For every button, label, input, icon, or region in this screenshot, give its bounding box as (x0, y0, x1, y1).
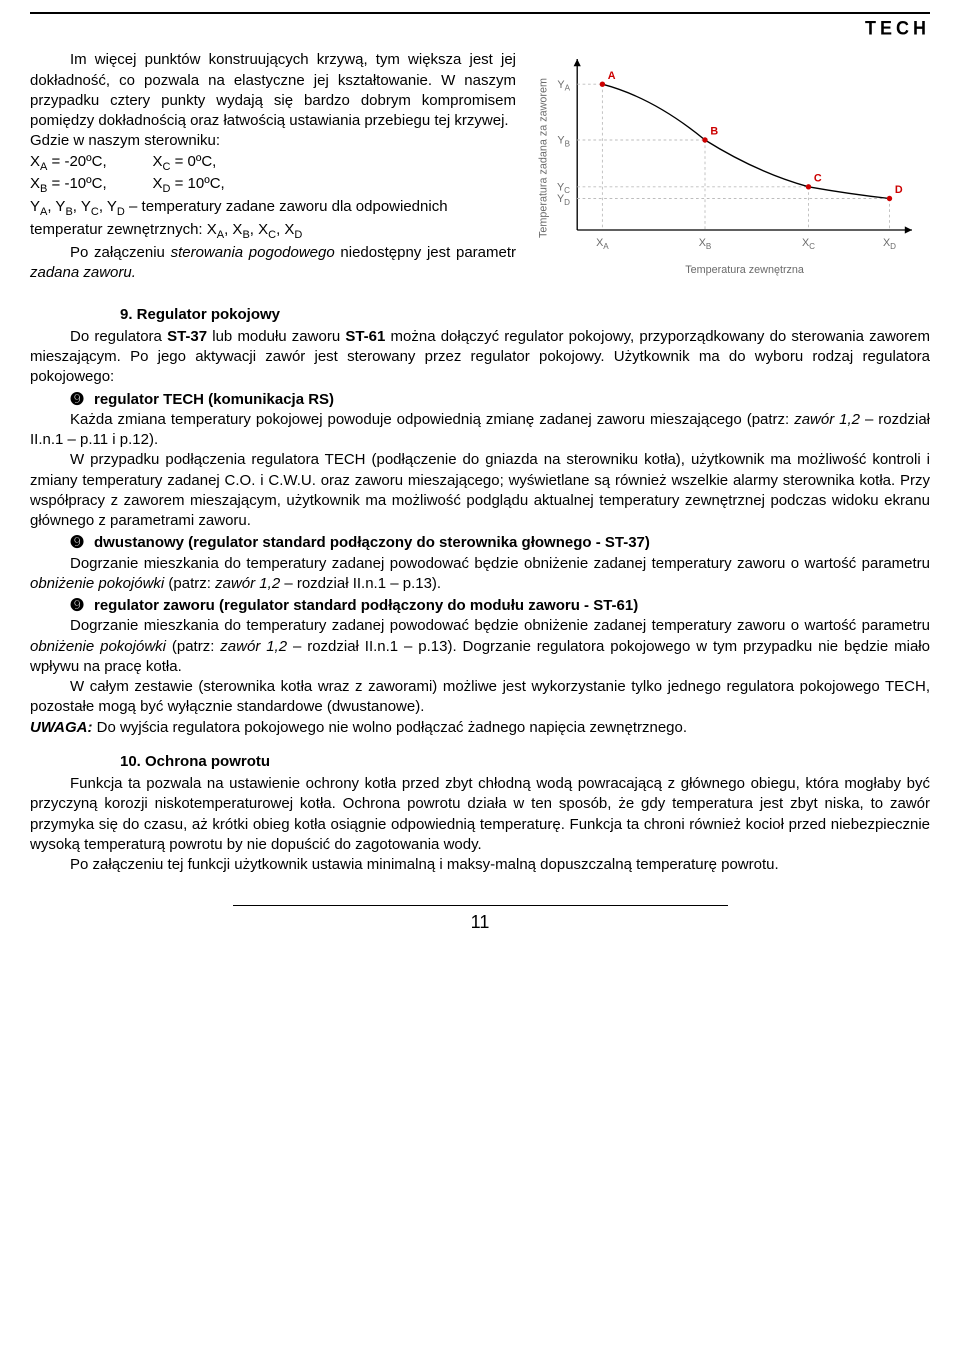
intro-p1: Im więcej punktów konstruujących krzywą,… (30, 50, 516, 131)
svg-text:B: B (710, 126, 718, 138)
bullet-icon: ➒ (68, 596, 86, 616)
bullet-icon: ➒ (68, 390, 86, 410)
intro-text-column: Im więcej punktów konstruujących krzywą,… (30, 50, 516, 283)
section-10-title: 10. Ochrona powrotu (30, 752, 930, 772)
intro-p3: Po załączeniu sterowania pogodowego nied… (30, 243, 516, 284)
vars-line-2: XB = -10ºC, XD = 10ºC, (30, 174, 516, 197)
bullet-3: ➒ regulator zaworu (regulator standard p… (30, 596, 930, 616)
svg-text:D: D (895, 184, 903, 196)
vars-line-3: YA, YB, YC, YD – temperatury zadane zawo… (30, 197, 516, 243)
chart-svg: Temperatura zadana za zaworem Temperatura… (534, 50, 930, 284)
section-9-title: 9. Regulator pokojowy (30, 305, 930, 325)
sec9-p1: Do regulatora ST-37 lub modułu zaworu ST… (30, 327, 930, 388)
page-header: TECH (30, 12, 930, 40)
svg-text:C: C (814, 173, 822, 185)
bullet-1: ➒ regulator TECH (komunikacja RS) (30, 390, 930, 410)
sec9-p7: UWAGA: Do wyjścia regulatora pokojowego … (30, 718, 930, 738)
svg-text:Temperatura zewnętrzna: Temperatura zewnętrzna (685, 264, 804, 276)
bullet-icon: ➒ (68, 533, 86, 553)
sec10-p1: Funkcja ta pozwala na ustawienie ochrony… (30, 774, 930, 855)
svg-text:Temperatura zadana za zaworem: Temperatura zadana za zaworem (538, 78, 550, 238)
sec9-p3: W przypadku podłączenia regulatora TECH … (30, 450, 930, 531)
vars-line-1: XA = -20ºC, XC = 0ºC, (30, 152, 516, 175)
page-number: 11 (30, 910, 930, 934)
bullet-2: ➒ dwustanowy (regulator standard podłącz… (30, 533, 930, 553)
svg-text:A: A (608, 70, 616, 82)
sec9-p2: Każda zmiana temperatury pokojowej powod… (30, 410, 930, 451)
footer-rule (233, 905, 728, 906)
brand-logo: TECH (865, 15, 930, 42)
intro-p2: Gdzie w naszym sterowniku: (30, 131, 516, 151)
sec10-p2: Po załączeniu tej funkcji użytkownik ust… (30, 855, 930, 875)
sec9-p6: W całym zestawie (sterownika kotła wraz … (30, 677, 930, 718)
sec9-p5: Dogrzanie mieszkania do temperatury zada… (30, 616, 930, 677)
sec9-p4: Dogrzanie mieszkania do temperatury zada… (30, 554, 930, 595)
weather-curve-chart: Temperatura zadana za zaworem Temperatura… (534, 50, 930, 290)
